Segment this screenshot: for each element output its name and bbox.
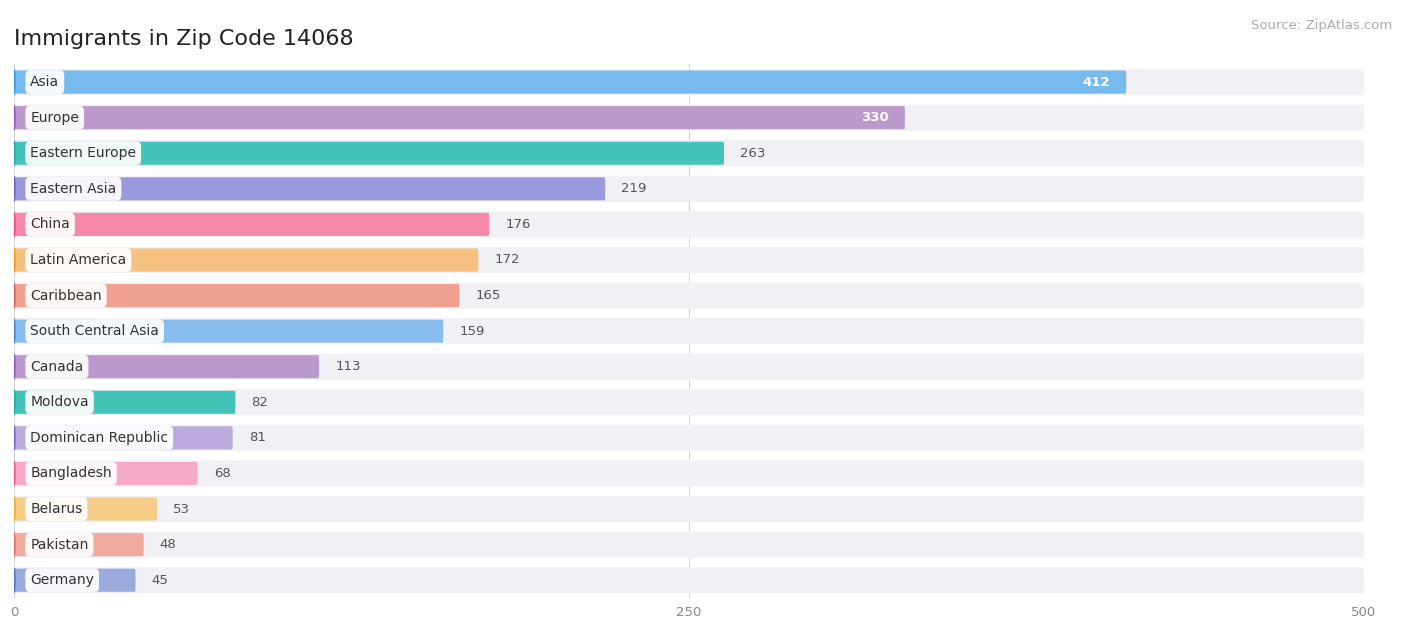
Text: 53: 53 bbox=[173, 503, 190, 516]
Circle shape bbox=[13, 390, 15, 415]
Circle shape bbox=[13, 212, 15, 237]
FancyBboxPatch shape bbox=[14, 140, 1364, 167]
FancyBboxPatch shape bbox=[14, 567, 1364, 593]
FancyBboxPatch shape bbox=[14, 69, 1364, 95]
Text: 330: 330 bbox=[860, 111, 889, 124]
FancyBboxPatch shape bbox=[14, 176, 1364, 202]
Text: Dominican Republic: Dominican Republic bbox=[31, 431, 169, 445]
Circle shape bbox=[13, 141, 15, 165]
Text: Eastern Europe: Eastern Europe bbox=[31, 146, 136, 160]
Circle shape bbox=[13, 532, 15, 557]
FancyBboxPatch shape bbox=[14, 247, 1364, 273]
Circle shape bbox=[13, 248, 15, 272]
Text: 165: 165 bbox=[475, 289, 501, 302]
Circle shape bbox=[13, 105, 15, 130]
Text: 159: 159 bbox=[460, 325, 485, 338]
FancyBboxPatch shape bbox=[14, 460, 1364, 487]
FancyBboxPatch shape bbox=[14, 355, 319, 378]
Text: Eastern Asia: Eastern Asia bbox=[31, 182, 117, 196]
FancyBboxPatch shape bbox=[14, 462, 198, 485]
Text: 412: 412 bbox=[1083, 76, 1111, 89]
Text: Europe: Europe bbox=[31, 111, 79, 125]
Circle shape bbox=[13, 177, 15, 201]
FancyBboxPatch shape bbox=[14, 425, 1364, 451]
Text: Immigrants in Zip Code 14068: Immigrants in Zip Code 14068 bbox=[14, 29, 354, 49]
Circle shape bbox=[13, 354, 15, 379]
FancyBboxPatch shape bbox=[14, 318, 1364, 344]
Text: Pakistan: Pakistan bbox=[31, 538, 89, 552]
FancyBboxPatch shape bbox=[14, 284, 460, 307]
Text: China: China bbox=[31, 217, 70, 231]
Text: 219: 219 bbox=[621, 183, 647, 195]
FancyBboxPatch shape bbox=[14, 106, 905, 129]
FancyBboxPatch shape bbox=[14, 496, 1364, 522]
Text: 48: 48 bbox=[160, 538, 177, 551]
FancyBboxPatch shape bbox=[14, 213, 489, 236]
Circle shape bbox=[13, 319, 15, 343]
Text: 82: 82 bbox=[252, 396, 269, 409]
Circle shape bbox=[13, 461, 15, 485]
Text: Asia: Asia bbox=[31, 75, 59, 89]
FancyBboxPatch shape bbox=[14, 498, 157, 521]
FancyBboxPatch shape bbox=[14, 177, 605, 201]
Text: Canada: Canada bbox=[31, 359, 83, 374]
Text: 113: 113 bbox=[335, 360, 361, 373]
FancyBboxPatch shape bbox=[14, 212, 1364, 237]
Text: 263: 263 bbox=[740, 147, 766, 159]
Text: Bangladesh: Bangladesh bbox=[31, 466, 112, 480]
Text: 172: 172 bbox=[495, 253, 520, 266]
Circle shape bbox=[13, 497, 15, 521]
Text: Belarus: Belarus bbox=[31, 502, 83, 516]
FancyBboxPatch shape bbox=[14, 389, 1364, 415]
Text: Moldova: Moldova bbox=[31, 395, 89, 410]
FancyBboxPatch shape bbox=[14, 426, 233, 449]
Text: Latin America: Latin America bbox=[31, 253, 127, 267]
FancyBboxPatch shape bbox=[14, 533, 143, 556]
Text: South Central Asia: South Central Asia bbox=[31, 324, 159, 338]
Circle shape bbox=[13, 284, 15, 308]
FancyBboxPatch shape bbox=[14, 248, 478, 271]
FancyBboxPatch shape bbox=[14, 320, 443, 343]
Circle shape bbox=[13, 568, 15, 592]
Text: 45: 45 bbox=[152, 574, 169, 586]
FancyBboxPatch shape bbox=[14, 105, 1364, 131]
FancyBboxPatch shape bbox=[14, 354, 1364, 380]
Text: 81: 81 bbox=[249, 431, 266, 444]
Text: 68: 68 bbox=[214, 467, 231, 480]
Circle shape bbox=[13, 426, 15, 450]
FancyBboxPatch shape bbox=[14, 391, 235, 414]
Text: Germany: Germany bbox=[31, 573, 94, 587]
Text: 176: 176 bbox=[505, 218, 530, 231]
Text: Caribbean: Caribbean bbox=[31, 289, 101, 303]
FancyBboxPatch shape bbox=[14, 532, 1364, 557]
FancyBboxPatch shape bbox=[14, 141, 724, 165]
FancyBboxPatch shape bbox=[14, 568, 135, 592]
Circle shape bbox=[13, 70, 15, 95]
FancyBboxPatch shape bbox=[14, 282, 1364, 309]
FancyBboxPatch shape bbox=[14, 71, 1126, 94]
Text: Source: ZipAtlas.com: Source: ZipAtlas.com bbox=[1251, 19, 1392, 32]
